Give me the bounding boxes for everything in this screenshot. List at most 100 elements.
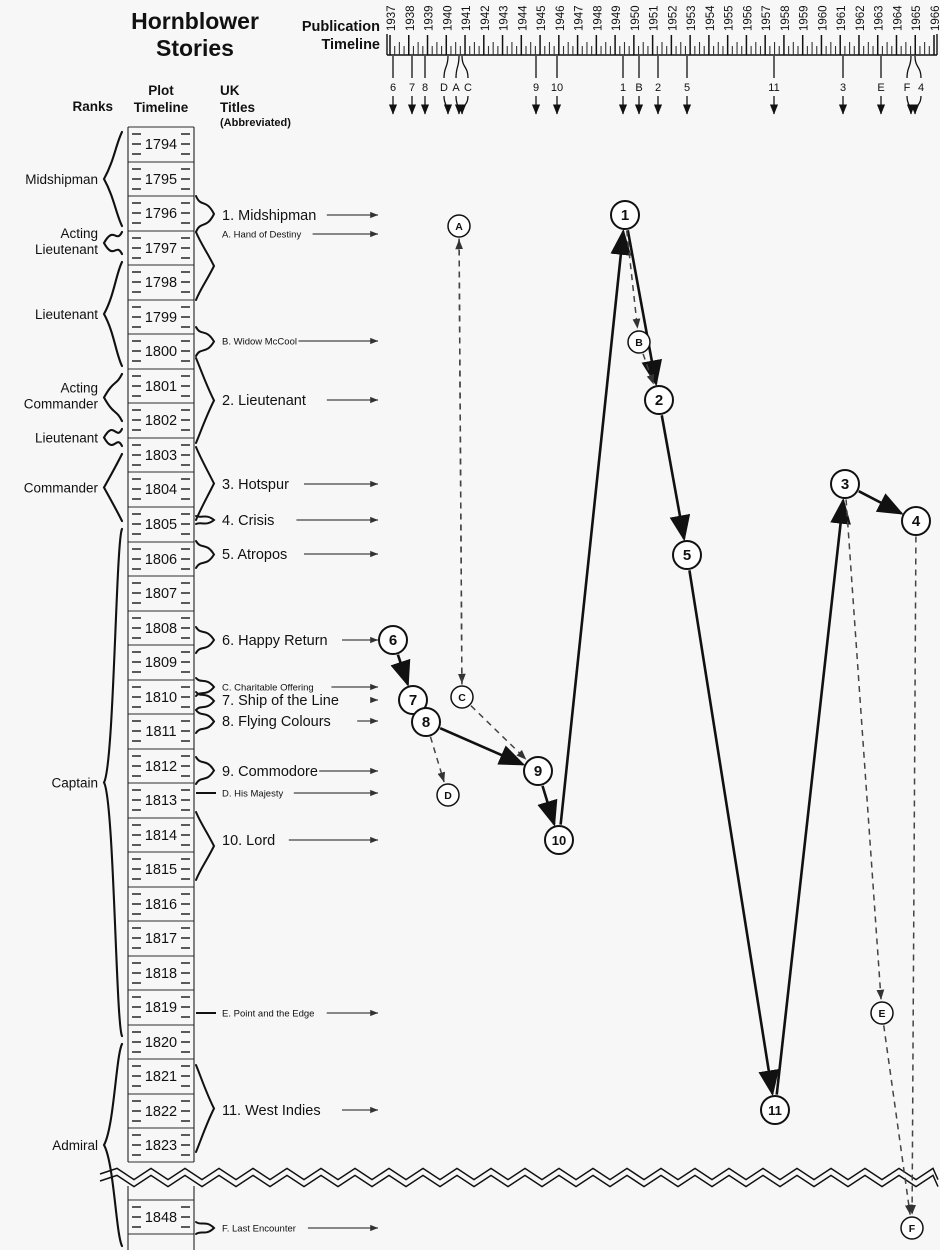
- uk-title-group[interactable]: E. Point and the Edge: [196, 1008, 379, 1019]
- uk-title-group[interactable]: 7. Ship of the Line: [195, 691, 379, 711]
- uk-title-group[interactable]: 11. West Indies: [195, 1064, 379, 1153]
- uk-title-group[interactable]: B. Widow McCool: [195, 326, 379, 357]
- uk-title-group[interactable]: 3. Hotspur: [195, 446, 379, 521]
- plot-node[interactable]: 8: [411, 707, 441, 737]
- plot-node[interactable]: F: [900, 1216, 924, 1240]
- publication-marker[interactable]: E: [876, 56, 886, 115]
- uk-title-group[interactable]: D. His Majesty: [196, 788, 379, 799]
- plot-node-circle[interactable]: [398, 685, 428, 715]
- uk-title-group[interactable]: A. Hand of Destiny: [195, 229, 379, 301]
- publication-marker[interactable]: D: [440, 55, 453, 115]
- uk-title-group[interactable]: 5. Atropos: [195, 540, 379, 569]
- plot-node[interactable]: C: [450, 685, 474, 709]
- uk-title-group[interactable]: 6. Happy Return: [195, 626, 379, 654]
- publication-marker[interactable]: 4: [910, 55, 924, 115]
- uk-title-label[interactable]: 4. Crisis: [222, 513, 274, 529]
- plot-node-circle[interactable]: [411, 707, 441, 737]
- publication-marker-label: 11: [768, 82, 779, 94]
- publication-marker-label: A: [452, 82, 460, 94]
- plot-node-circle[interactable]: [870, 1001, 894, 1025]
- plot-node-circle[interactable]: [544, 825, 574, 855]
- uk-title-brace: [195, 1221, 216, 1235]
- plot-node-circle[interactable]: [447, 214, 471, 238]
- publication-marker-label: F: [904, 82, 911, 94]
- uk-title-label[interactable]: 11. West Indies: [222, 1103, 321, 1119]
- publication-marker[interactable]: 6: [388, 56, 398, 115]
- plot-node-circle[interactable]: [901, 506, 931, 536]
- uk-title-label[interactable]: B. Widow McCool: [222, 336, 297, 347]
- uk-title-label[interactable]: 2. Lieutenant: [222, 393, 306, 409]
- plot-node-circle[interactable]: [523, 756, 553, 786]
- plot-node[interactable]: 7: [398, 685, 428, 715]
- uk-title-label[interactable]: D. His Majesty: [222, 788, 283, 799]
- uk-title-label[interactable]: 10. Lord: [222, 833, 275, 849]
- plot-year-label: 1799: [145, 310, 177, 326]
- plot-node-circle[interactable]: [900, 1216, 924, 1240]
- plot-node-circle[interactable]: [627, 330, 651, 354]
- publication-marker-label: 2: [655, 82, 661, 94]
- uk-title-label[interactable]: 7. Ship of the Line: [222, 693, 339, 709]
- plot-node-label: B: [635, 337, 643, 349]
- publication-header-line1: Publication: [301, 19, 380, 35]
- plot-node[interactable]: 4: [901, 506, 931, 536]
- uk-title-group[interactable]: 2. Lieutenant: [195, 357, 379, 444]
- plot-node-circle[interactable]: [378, 625, 408, 655]
- publication-marker[interactable]: 7: [407, 56, 417, 115]
- publication-marker[interactable]: 8: [420, 55, 430, 115]
- plot-node[interactable]: E: [870, 1001, 894, 1025]
- publication-year-label: 1957: [761, 5, 773, 31]
- plot-node[interactable]: 2: [644, 385, 674, 415]
- plot-node[interactable]: A: [447, 214, 471, 238]
- uk-title-label[interactable]: A. Hand of Destiny: [222, 229, 301, 240]
- publication-marker[interactable]: 9: [531, 56, 541, 115]
- plot-node-label: 10: [552, 833, 566, 848]
- plot-node[interactable]: 1: [610, 200, 640, 230]
- publication-header-line2: Timeline: [321, 37, 380, 54]
- uk-title-group[interactable]: C. Charitable Offering: [195, 677, 379, 697]
- uk-title-label[interactable]: C. Charitable Offering: [222, 682, 314, 693]
- publication-marker[interactable]: 5: [682, 56, 692, 115]
- plot-node-circle[interactable]: [436, 783, 460, 807]
- publication-marker[interactable]: 3: [838, 56, 848, 115]
- uk-title-brace: [195, 540, 216, 569]
- plot-node[interactable]: 9: [523, 756, 553, 786]
- uk-title-group[interactable]: 8. Flying Colours: [195, 709, 379, 734]
- uk-title-group[interactable]: 1. Midshipman: [195, 195, 379, 233]
- plot-node[interactable]: 6: [378, 625, 408, 655]
- publication-marker[interactable]: 1: [618, 55, 628, 115]
- plot-node-circle[interactable]: [760, 1095, 790, 1125]
- publication-marker[interactable]: 2: [653, 56, 663, 115]
- uk-title-label[interactable]: 3. Hotspur: [222, 477, 289, 493]
- uk-title-label[interactable]: 6. Happy Return: [222, 633, 328, 649]
- plot-node-circle[interactable]: [644, 385, 674, 415]
- plot-node[interactable]: B: [627, 330, 651, 354]
- plot-year-label: 1815: [145, 862, 177, 878]
- plot-node-circle[interactable]: [450, 685, 474, 709]
- publication-marker[interactable]: B: [634, 55, 644, 115]
- uk-title-label[interactable]: 9. Commodore: [222, 764, 318, 780]
- uk-title-label[interactable]: 1. Midshipman: [222, 208, 316, 224]
- plot-node[interactable]: 3: [830, 469, 860, 499]
- link-dashed: [470, 705, 527, 761]
- plot-node-circle[interactable]: [610, 200, 640, 230]
- uk-title-group[interactable]: 10. Lord: [195, 811, 379, 881]
- publication-marker[interactable]: 11: [768, 55, 780, 115]
- publication-marker[interactable]: C: [457, 55, 472, 115]
- plot-node-circle[interactable]: [830, 469, 860, 499]
- link-solid: [537, 785, 558, 827]
- plot-node[interactable]: 10: [544, 825, 574, 855]
- plot-node-circle[interactable]: [672, 540, 702, 570]
- plot-node-label: F: [909, 1223, 916, 1235]
- uk-title-group[interactable]: F. Last Encounter: [195, 1221, 379, 1235]
- uk-title-group[interactable]: 9. Commodore: [195, 756, 379, 785]
- plot-node[interactable]: 11: [760, 1095, 790, 1125]
- uk-title-group[interactable]: 4. Crisis: [195, 513, 379, 529]
- uk-title-label[interactable]: 8. Flying Colours: [222, 714, 331, 730]
- plot-node[interactable]: D: [436, 783, 460, 807]
- uk-title-label[interactable]: F. Last Encounter: [222, 1223, 296, 1234]
- uk-title-label[interactable]: E. Point and the Edge: [222, 1008, 314, 1019]
- publication-marker[interactable]: 10: [551, 55, 563, 115]
- uk-title-label[interactable]: 5. Atropos: [222, 547, 287, 563]
- plot-node[interactable]: 5: [672, 540, 702, 570]
